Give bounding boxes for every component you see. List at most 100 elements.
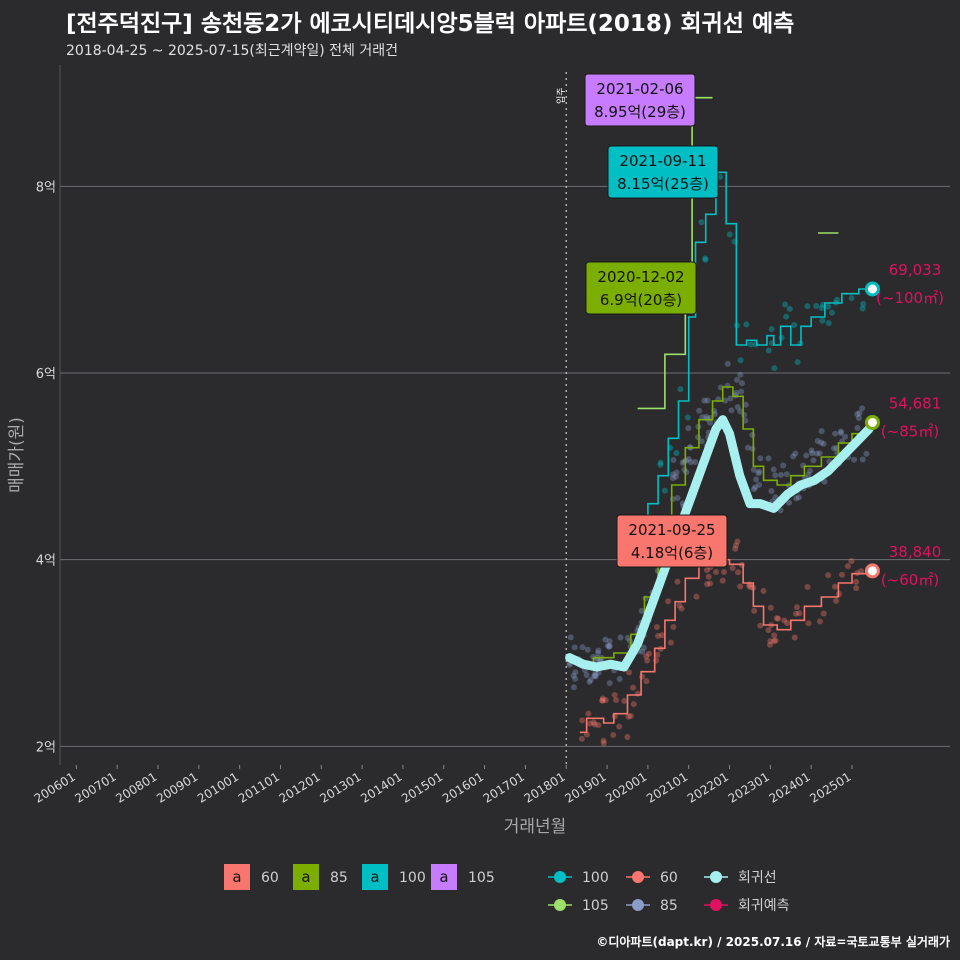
legend-marker bbox=[632, 871, 644, 883]
scatter-point bbox=[613, 696, 620, 703]
x-tick-label: 201201 bbox=[277, 770, 323, 806]
scatter-point bbox=[856, 410, 863, 417]
scatter-point bbox=[699, 414, 706, 421]
scatter-point bbox=[639, 673, 646, 680]
scatter-point bbox=[687, 459, 694, 466]
scatter-point bbox=[674, 578, 681, 585]
scatter-point bbox=[768, 326, 775, 333]
scatter-point bbox=[571, 644, 578, 651]
scatter-point bbox=[707, 419, 714, 426]
x-tick-label: 202501 bbox=[807, 770, 853, 806]
scatter-point bbox=[616, 723, 623, 730]
scatter-point bbox=[643, 653, 650, 660]
scatter-point bbox=[778, 334, 785, 341]
scatter-point bbox=[721, 569, 728, 576]
scatter-point bbox=[594, 657, 601, 664]
scatter-point bbox=[732, 545, 739, 552]
scatter-point bbox=[698, 219, 705, 226]
x-tick-label: 201901 bbox=[562, 770, 608, 806]
x-tick-label: 202201 bbox=[685, 770, 731, 806]
scatter-point bbox=[640, 644, 647, 651]
scatter-point bbox=[767, 638, 774, 645]
series-line-100 bbox=[637, 171, 870, 542]
scatter-point bbox=[775, 615, 782, 622]
scatter-point bbox=[693, 593, 700, 600]
scatter-point bbox=[772, 472, 779, 479]
series-line-60 bbox=[579, 558, 870, 734]
scatter-point bbox=[579, 717, 586, 724]
scatter-point bbox=[853, 578, 860, 585]
legend-swatch bbox=[224, 864, 250, 890]
forecast-area: (~60㎡) bbox=[881, 571, 939, 589]
scatter-point bbox=[837, 430, 844, 437]
scatter-point bbox=[590, 719, 597, 726]
scatter-point bbox=[844, 563, 851, 570]
scatter-point bbox=[665, 598, 672, 605]
scatter-point bbox=[755, 470, 762, 477]
scatter-point bbox=[702, 255, 709, 262]
scatter-point bbox=[793, 495, 800, 502]
scatter-point bbox=[684, 414, 691, 421]
scatter-point bbox=[743, 321, 750, 328]
scatter-point bbox=[692, 459, 699, 466]
scatter-point bbox=[584, 646, 591, 653]
scatter-point bbox=[733, 389, 740, 396]
scatter-point bbox=[732, 542, 739, 549]
scatter-point bbox=[685, 425, 692, 432]
max-price-callout bbox=[585, 261, 697, 315]
y-axis-title: 매매가(원) bbox=[7, 417, 27, 493]
scatter-point bbox=[786, 499, 793, 506]
scatter-point bbox=[624, 634, 631, 641]
scatter-point bbox=[591, 673, 598, 680]
scatter-point bbox=[795, 494, 802, 501]
scatter-point bbox=[848, 295, 855, 302]
scatter-point bbox=[639, 648, 646, 655]
y-tick-label: 8억 bbox=[36, 180, 56, 195]
scatter-point bbox=[750, 486, 757, 493]
scatter-point bbox=[643, 678, 650, 685]
x-tick-label: 201801 bbox=[522, 770, 568, 806]
forecast-area: (~85㎡) bbox=[881, 422, 939, 440]
callout-date: 2021-09-25 bbox=[628, 521, 715, 539]
scatter-point bbox=[606, 642, 613, 649]
callout-date: 2021-09-11 bbox=[619, 152, 706, 170]
scatter-point bbox=[634, 690, 641, 697]
scatter-point bbox=[570, 672, 577, 679]
scatter-point bbox=[583, 672, 590, 679]
scatter-point bbox=[606, 680, 613, 687]
scatter-point bbox=[757, 455, 764, 462]
scatter-point bbox=[677, 386, 684, 393]
callout-value: 8.95억(29층) bbox=[594, 103, 686, 121]
legend-label: 105 bbox=[468, 870, 495, 886]
scatter-point bbox=[860, 301, 867, 308]
regression-line bbox=[565, 415, 874, 672]
scatter-point bbox=[791, 321, 798, 328]
scatter-point bbox=[809, 450, 816, 457]
scatter-point bbox=[792, 610, 799, 617]
scatter-point bbox=[752, 484, 759, 491]
scatter-point bbox=[734, 538, 741, 545]
scatter-point bbox=[848, 558, 855, 565]
scatter-point bbox=[767, 604, 774, 611]
scatter-point bbox=[818, 305, 825, 312]
scatter-point bbox=[855, 415, 862, 422]
scatter-point bbox=[772, 637, 779, 644]
scatter-point bbox=[771, 637, 778, 644]
scatter-point bbox=[696, 407, 703, 414]
forecast-value: 54,681 bbox=[889, 394, 942, 412]
legend-swatch-glyph: a bbox=[370, 868, 379, 886]
scatter-point bbox=[792, 450, 799, 457]
scatter-point bbox=[757, 622, 764, 629]
scatter-point bbox=[794, 359, 801, 366]
scatter-point bbox=[747, 341, 754, 348]
legend-label: 회귀선 bbox=[738, 870, 777, 886]
scatter-point bbox=[591, 721, 598, 728]
forecast-point bbox=[864, 281, 880, 297]
scatter-point bbox=[586, 678, 593, 685]
legend-swatch-glyph: a bbox=[301, 868, 310, 886]
scatter-point bbox=[808, 447, 815, 454]
scatter-point bbox=[611, 692, 618, 699]
scatter-point bbox=[853, 585, 860, 592]
chart-subtitle: 2018-04-25 ~ 2025-07-15(최근계약일) 전체 거래건 bbox=[66, 43, 398, 59]
legend-label: 60 bbox=[660, 870, 678, 886]
